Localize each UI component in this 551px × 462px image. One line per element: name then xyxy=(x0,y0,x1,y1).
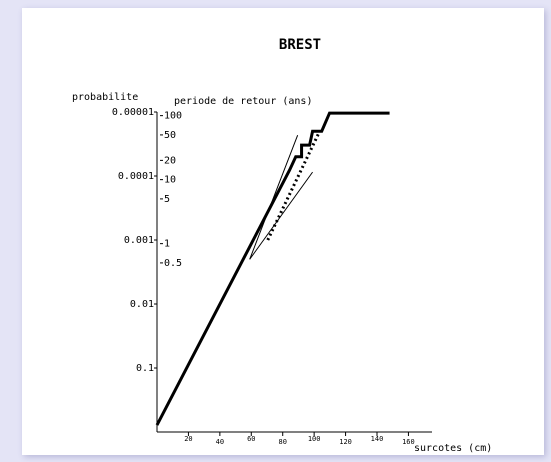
y-tick-label: 0.001 xyxy=(124,235,154,246)
x-tick-label: 20 xyxy=(184,435,192,443)
x-tick-label: 100 xyxy=(308,435,321,443)
y-axis-label: probabilite xyxy=(72,92,138,103)
y-tick-label: 0.00001 xyxy=(112,107,154,118)
x-tick-label: 40 xyxy=(216,438,224,446)
x-axis-label: surcotes (cm) xyxy=(414,443,492,454)
series-line xyxy=(155,111,390,426)
y2-tick-label: 0.5 xyxy=(164,258,182,269)
x-tick-label: 140 xyxy=(371,435,384,443)
panel xyxy=(22,8,544,455)
y-tick-label: 0.1 xyxy=(136,363,154,374)
x-tick-label: 80 xyxy=(278,438,286,446)
y2-tick-label: 100 xyxy=(164,111,182,122)
y-tick-label: 0.01 xyxy=(130,299,154,310)
y2-axis-label: periode de retour (ans) xyxy=(174,96,312,107)
series-line xyxy=(249,134,299,260)
x-tick-label: 160 xyxy=(402,438,415,446)
series-line xyxy=(249,171,313,260)
y-tick-label: 0.0001 xyxy=(118,171,154,182)
chart-title: BREST xyxy=(279,37,321,53)
y2-tick-label: 10 xyxy=(164,175,176,186)
y2-tick-label: 1 xyxy=(164,239,170,250)
x-tick-label: 120 xyxy=(339,438,352,446)
y2-tick-label: 20 xyxy=(164,155,176,166)
y2-tick-label: 50 xyxy=(164,130,176,141)
x-tick-label: 60 xyxy=(247,435,255,443)
y2-tick-label: 5 xyxy=(164,194,170,205)
